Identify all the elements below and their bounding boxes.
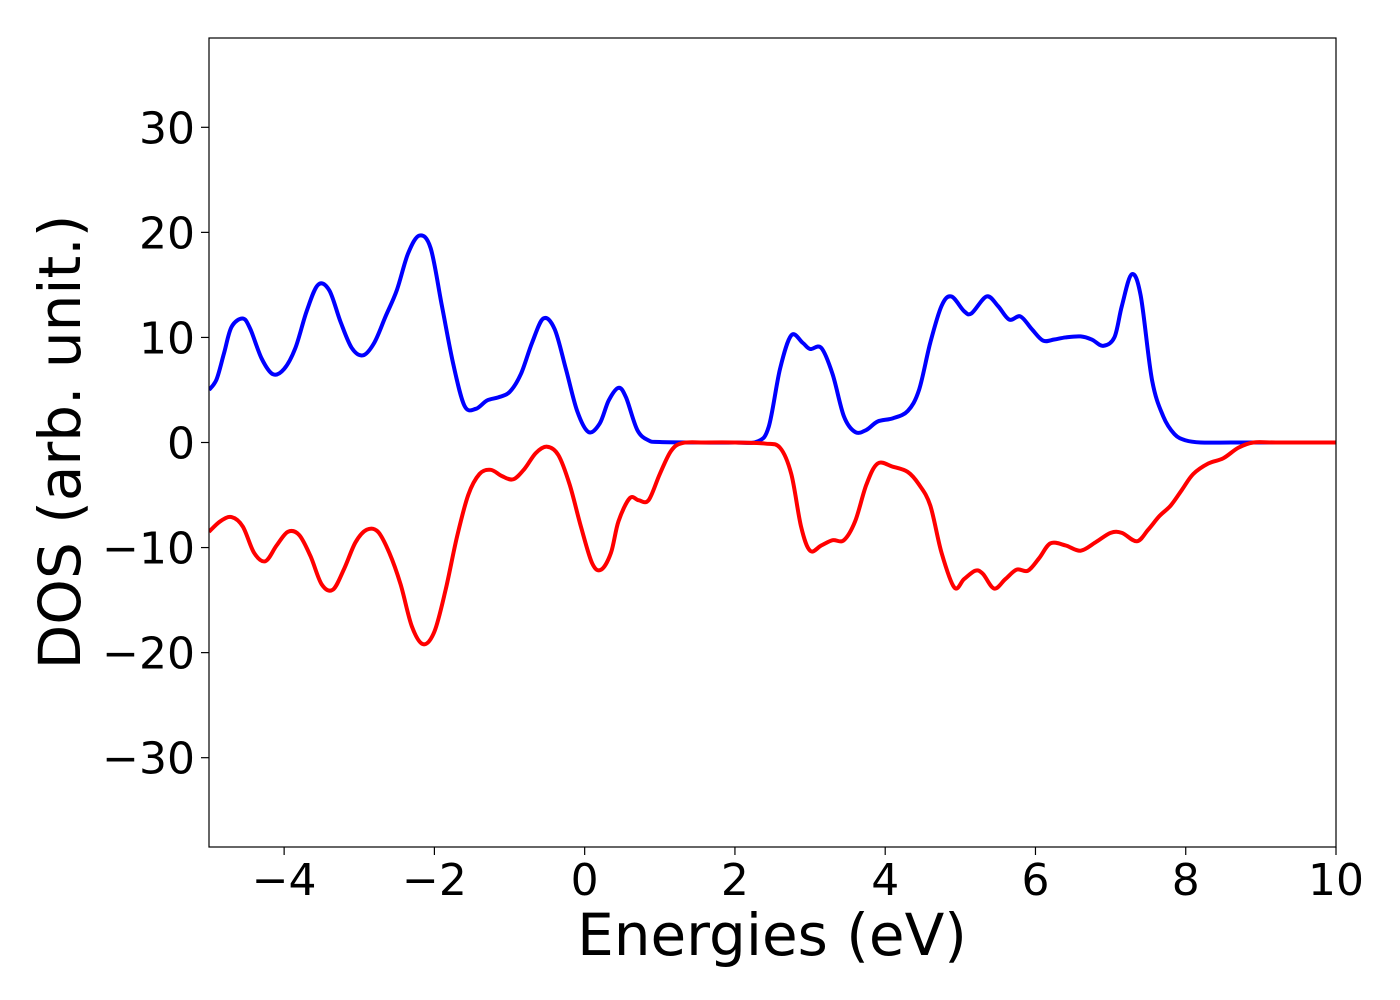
x-axis-title: Energies (eV) — [577, 901, 967, 969]
plot-frame — [208, 37, 1337, 848]
x-tick-label: 10 — [1308, 855, 1364, 906]
x-tick-label: 4 — [871, 855, 899, 906]
x-tick-label: −2 — [402, 855, 467, 906]
x-tick-label: 2 — [721, 855, 749, 906]
spin-down-dos-line — [209, 440, 1336, 647]
y-tick-label: −30 — [102, 734, 195, 785]
series-layer — [209, 233, 1336, 647]
y-tick-label: 0 — [167, 419, 195, 470]
x-tick-label: 6 — [1021, 855, 1049, 906]
y-tick-label: −20 — [102, 629, 195, 680]
y-tick-label: 20 — [139, 208, 195, 259]
y-tick-label: 30 — [139, 103, 195, 154]
x-tick-label: −4 — [252, 855, 317, 906]
y-tick-label: −10 — [102, 524, 195, 575]
x-tick-label: 8 — [1172, 855, 1200, 906]
y-tick-label: 10 — [139, 313, 195, 364]
y-axis-title: DOS (arb. unit.) — [26, 215, 94, 670]
x-tick-label: 0 — [571, 855, 599, 906]
